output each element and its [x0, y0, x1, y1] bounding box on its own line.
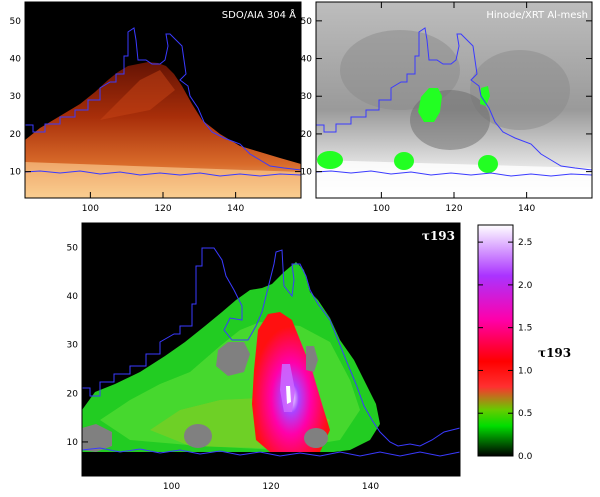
- xrt-title: Hinode/XRT Al-mesh: [486, 10, 588, 21]
- tau-xtick-label: 140: [362, 482, 379, 492]
- xrt-contour: [316, 27, 593, 171]
- panel-tau193: τ193 100 120 140 10 20 30 40 50: [67, 222, 461, 492]
- xrt-ytick-label: 10: [301, 168, 313, 178]
- xrt-xtick-label: 100: [373, 204, 390, 214]
- aia-contour-base: [24, 170, 302, 177]
- colorbar-tick-label: 0.5: [518, 409, 532, 419]
- colorbar-tick-label: 1.0: [518, 366, 533, 376]
- tau-contour: [82, 247, 461, 447]
- tau-xtick-label: 100: [163, 482, 180, 492]
- xrt-contour-base: [315, 170, 593, 177]
- colorbar-frame: [477, 224, 514, 457]
- colorbar-ticks: 0.0 0.5 1.0 1.5 2.0 2.5: [478, 238, 533, 462]
- tau-ytick-label: 10: [67, 438, 79, 448]
- xrt-mask-blob-2: [480, 86, 490, 106]
- colorbar-tick-label: 2.0: [518, 281, 533, 291]
- xrt-ytick-label: 40: [301, 55, 313, 65]
- aia-xtick-label: 100: [82, 204, 99, 214]
- tau-masked-regions: [82, 342, 328, 452]
- aia-ytick-label: 10: [10, 168, 22, 178]
- xrt-mask-blob-5: [478, 155, 498, 173]
- aia-xtick-label: 140: [227, 204, 244, 214]
- colorbar-tick-label: 2.5: [518, 238, 532, 248]
- xrt-xtick-label: 140: [518, 204, 535, 214]
- tau-ytick-label: 30: [67, 341, 79, 351]
- xrt-ytick-label: 50: [301, 17, 313, 27]
- panel-aia-304: SDO/AIA 304 Å 100 120 140 10 20 30 40 50: [10, 1, 302, 214]
- colorbar-label: τ193: [538, 346, 571, 360]
- tau-xtick-label: 120: [262, 482, 279, 492]
- xrt-mask-blob-4: [394, 152, 414, 170]
- xrt-mask-blob-1: [418, 88, 442, 122]
- tau-map-image: [82, 262, 460, 476]
- colorbar-gradient: [477, 224, 514, 457]
- xrt-xtick-label: 120: [445, 204, 462, 214]
- colorbar-tick-label: 1.5: [518, 324, 532, 334]
- xrt-ytick-label: 30: [301, 92, 313, 102]
- tau-ytick-label: 20: [67, 389, 79, 399]
- aia-ytick-label: 30: [10, 92, 22, 102]
- aia-contour: [25, 27, 302, 171]
- aia-title: SDO/AIA 304 Å: [222, 8, 296, 21]
- tau-ytick-label: 40: [67, 292, 79, 302]
- aia-axes: 100 120 140 10 20 30 40 50: [10, 2, 301, 214]
- colorbar: 0.0 0.5 1.0 1.5 2.0 2.5 τ193: [477, 224, 571, 462]
- aia-ytick-label: 20: [10, 130, 22, 140]
- colorbar-tick-label: 0.0: [518, 452, 533, 462]
- tau-title: τ193: [422, 229, 455, 243]
- aia-emission-image: [25, 62, 301, 198]
- xrt-axes: 100 120 140 10 20 30 40 50: [301, 2, 592, 214]
- xrt-ytick-label: 20: [301, 130, 313, 140]
- xrt-masked-regions: [317, 86, 498, 173]
- aia-ytick-label: 50: [10, 17, 22, 27]
- panel-xrt: Hinode/XRT Al-mesh 100 120 140 10 20 30 40 50: [301, 1, 593, 214]
- xrt-mask-blob-3: [317, 151, 343, 169]
- tau-ytick-label: 50: [67, 243, 79, 253]
- xrt-emission-image: [316, 2, 592, 198]
- aia-ytick-label: 40: [10, 55, 22, 65]
- aia-xtick-label: 120: [154, 204, 171, 214]
- tau-axes: 100 120 140 10 20 30 40 50: [67, 223, 460, 492]
- tau-contour-base: [81, 447, 461, 457]
